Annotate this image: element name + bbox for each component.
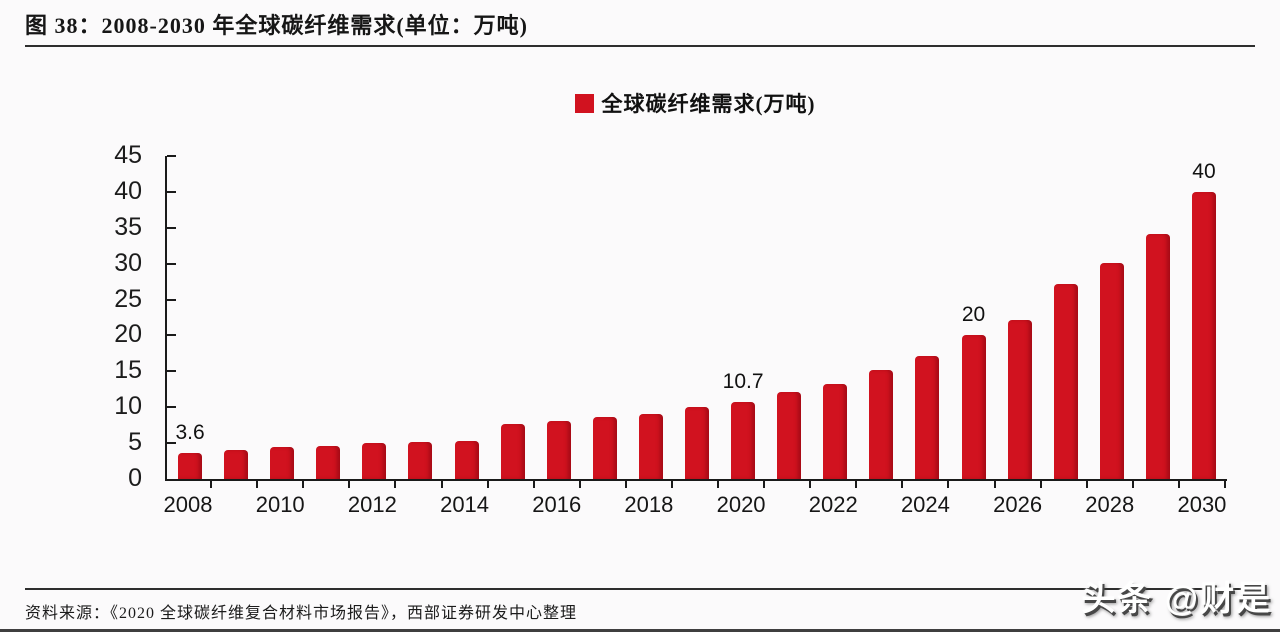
- bar-value-label-2025: 20: [961, 303, 986, 327]
- y-tick-mark: [167, 406, 176, 409]
- bar-2026: [1007, 320, 1032, 479]
- bar-2014: [454, 440, 479, 479]
- x-tick-label-2020: 2020: [716, 492, 766, 517]
- bar-2012: [362, 443, 387, 479]
- bar-value-label-2020: 10.7: [722, 370, 764, 394]
- y-tick-label: 15: [114, 356, 142, 385]
- y-tick-label: 45: [114, 141, 142, 169]
- x-tick-mark: [1224, 481, 1226, 488]
- y-tick-label: 0: [128, 464, 142, 492]
- y-tick-label: 10: [114, 392, 142, 421]
- bar-2013: [408, 442, 433, 479]
- x-tick-mark: [855, 481, 858, 488]
- x-tick-label-2028: 2028: [1085, 492, 1135, 517]
- bar-2022: [823, 384, 848, 479]
- y-tick-mark: [167, 226, 176, 229]
- x-tick-mark: [624, 481, 627, 488]
- bar-value-label-2008: 3.6: [175, 421, 205, 445]
- y-tick-mark: [167, 442, 176, 445]
- x-tick-mark: [1177, 481, 1180, 488]
- x-tick-mark: [210, 481, 213, 488]
- y-tick-mark: [167, 155, 176, 157]
- y-tick-mark: [167, 190, 176, 193]
- x-tick-label-2026: 2026: [993, 492, 1043, 517]
- bar-2028: [1099, 262, 1124, 479]
- x-tick-mark: [1131, 481, 1134, 488]
- x-tick-mark: [256, 481, 259, 488]
- y-tick-label: 30: [114, 248, 142, 277]
- title-divider: [25, 45, 1255, 47]
- y-tick-mark: [167, 298, 176, 301]
- y-tick-label: 25: [114, 284, 142, 313]
- bar-2023: [869, 369, 894, 479]
- source-note: 资料来源：《2020 全球碳纤维复合材料市场报告》，西部证券研发中心整理: [25, 605, 578, 622]
- footer-divider: [25, 588, 1255, 590]
- plot-area: 3.6 10.7 20 40: [165, 155, 1227, 481]
- x-tick-label-2008: 2008: [163, 492, 213, 517]
- bar-2015: [500, 424, 525, 479]
- bottom-edge-line: [0, 629, 1280, 632]
- x-tick-mark: [348, 481, 351, 488]
- legend-label: 全球碳纤维需求(万吨): [601, 92, 816, 116]
- x-tick-mark: [578, 481, 581, 488]
- bar-2009: [224, 450, 249, 479]
- bar-2018: [638, 414, 663, 479]
- bar-2020: [731, 402, 756, 479]
- x-tick-label-2024: 2024: [900, 492, 950, 517]
- bar-2016: [546, 420, 571, 479]
- bar-2008: [178, 453, 203, 479]
- x-tick-mark: [670, 481, 673, 488]
- bar-2011: [316, 445, 341, 479]
- x-tick-label-2010: 2010: [255, 492, 305, 517]
- x-tick-mark: [486, 481, 489, 488]
- y-tick-mark: [167, 334, 176, 337]
- x-tick-mark: [717, 481, 720, 488]
- y-tick-label: 40: [114, 176, 142, 205]
- x-tick-mark: [993, 481, 996, 488]
- x-tick-label-2018: 2018: [624, 492, 674, 517]
- x-tick-label-2012: 2012: [347, 492, 397, 517]
- x-tick-label-2014: 2014: [440, 492, 490, 517]
- y-tick-mark: [167, 370, 176, 373]
- x-tick-mark: [809, 481, 812, 488]
- x-tick-mark: [532, 481, 535, 488]
- bar-2030: [1191, 191, 1216, 479]
- bar-2024: [915, 355, 940, 479]
- x-tick-mark: [1039, 481, 1042, 488]
- chart-legend: 全球碳纤维需求(万吨): [165, 88, 1225, 118]
- x-tick-mark: [947, 481, 950, 488]
- x-tick-label-2030: 2030: [1177, 492, 1227, 517]
- x-tick-label-2022: 2022: [808, 492, 858, 517]
- legend-swatch-icon: [574, 93, 594, 113]
- bar-2025: [961, 335, 986, 479]
- bar-2019: [685, 406, 709, 479]
- x-tick-mark: [394, 481, 397, 488]
- bar-2021: [777, 392, 802, 479]
- watermark: 头条 @财是: [1081, 580, 1272, 618]
- figure-title: 图 38：2008-2030 年全球碳纤维需求(单位：万吨): [25, 13, 528, 38]
- bar-2027: [1053, 284, 1078, 479]
- y-tick-label: 20: [114, 320, 142, 349]
- y-tick-mark: [167, 262, 176, 265]
- x-tick-mark: [440, 481, 443, 488]
- x-tick-mark: [763, 481, 766, 488]
- y-tick-label: 5: [128, 428, 142, 457]
- bar-value-label-2030: 40: [1192, 159, 1216, 183]
- x-tick-label-2016: 2016: [532, 492, 582, 517]
- bar-2010: [270, 447, 295, 479]
- x-tick-mark: [302, 481, 305, 488]
- bar-2029: [1145, 234, 1170, 479]
- y-tick-label: 35: [114, 212, 142, 241]
- x-tick-mark: [901, 481, 904, 488]
- x-tick-mark: [1085, 481, 1088, 488]
- bar-2017: [592, 417, 617, 479]
